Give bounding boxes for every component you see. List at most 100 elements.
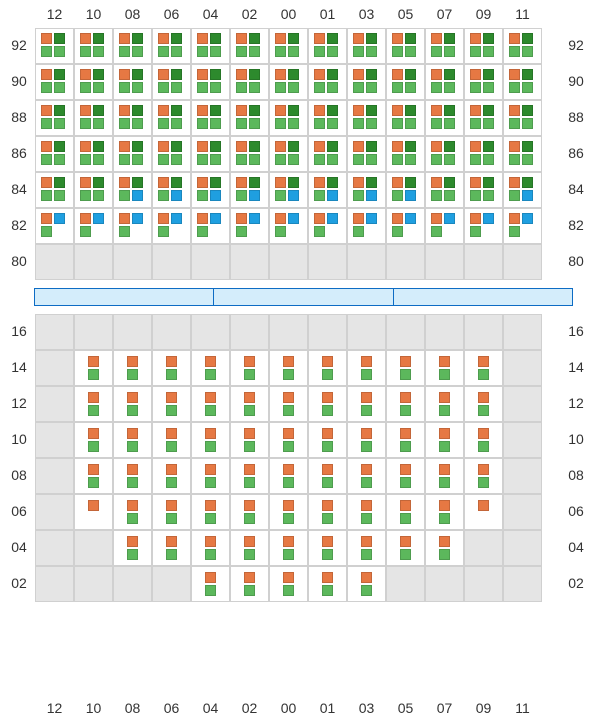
grid-cell[interactable]	[230, 494, 269, 530]
grid-cell[interactable]	[230, 28, 269, 64]
grid-cell[interactable]	[230, 566, 269, 602]
grid-cell[interactable]	[425, 458, 464, 494]
grid-cell[interactable]	[425, 386, 464, 422]
grid-cell[interactable]	[35, 28, 74, 64]
grid-cell[interactable]	[191, 458, 230, 494]
grid-cell[interactable]	[308, 28, 347, 64]
grid-cell[interactable]	[425, 530, 464, 566]
grid-cell[interactable]	[308, 100, 347, 136]
grid-cell[interactable]	[347, 530, 386, 566]
grid-cell[interactable]	[230, 172, 269, 208]
grid-cell[interactable]	[386, 350, 425, 386]
grid-cell[interactable]	[113, 458, 152, 494]
grid-cell[interactable]	[464, 386, 503, 422]
grid-cell[interactable]	[308, 494, 347, 530]
grid-cell[interactable]	[308, 458, 347, 494]
grid-cell[interactable]	[347, 64, 386, 100]
grid-cell[interactable]	[269, 566, 308, 602]
grid-cell[interactable]	[503, 172, 542, 208]
grid-cell[interactable]	[464, 494, 503, 530]
grid-cell[interactable]	[425, 422, 464, 458]
grid-cell[interactable]	[191, 136, 230, 172]
grid-cell[interactable]	[113, 28, 152, 64]
grid-cell[interactable]	[191, 566, 230, 602]
grid-cell[interactable]	[113, 208, 152, 244]
grid-cell[interactable]	[230, 458, 269, 494]
grid-cell[interactable]	[308, 422, 347, 458]
grid-cell[interactable]	[347, 172, 386, 208]
grid-cell[interactable]	[152, 208, 191, 244]
grid-cell[interactable]	[113, 136, 152, 172]
grid-cell[interactable]	[464, 64, 503, 100]
grid-cell[interactable]	[113, 386, 152, 422]
grid-cell[interactable]	[503, 100, 542, 136]
grid-cell[interactable]	[152, 350, 191, 386]
grid-cell[interactable]	[464, 100, 503, 136]
grid-cell[interactable]	[347, 350, 386, 386]
grid-cell[interactable]	[191, 386, 230, 422]
grid-cell[interactable]	[503, 208, 542, 244]
grid-cell[interactable]	[152, 172, 191, 208]
grid-cell[interactable]	[74, 172, 113, 208]
grid-cell[interactable]	[347, 28, 386, 64]
grid-cell[interactable]	[386, 100, 425, 136]
grid-cell[interactable]	[347, 566, 386, 602]
grid-cell[interactable]	[425, 172, 464, 208]
grid-cell[interactable]	[503, 28, 542, 64]
grid-cell[interactable]	[386, 494, 425, 530]
grid-cell[interactable]	[425, 208, 464, 244]
grid-cell[interactable]	[308, 64, 347, 100]
grid-cell[interactable]	[347, 386, 386, 422]
grid-cell[interactable]	[191, 208, 230, 244]
grid-cell[interactable]	[386, 422, 425, 458]
grid-cell[interactable]	[425, 136, 464, 172]
grid-cell[interactable]	[191, 100, 230, 136]
grid-cell[interactable]	[347, 136, 386, 172]
grid-cell[interactable]	[347, 100, 386, 136]
grid-cell[interactable]	[347, 422, 386, 458]
grid-cell[interactable]	[230, 136, 269, 172]
grid-cell[interactable]	[386, 136, 425, 172]
grid-cell[interactable]	[503, 136, 542, 172]
grid-cell[interactable]	[308, 172, 347, 208]
grid-cell[interactable]	[230, 422, 269, 458]
grid-cell[interactable]	[74, 64, 113, 100]
grid-cell[interactable]	[347, 208, 386, 244]
grid-cell[interactable]	[464, 208, 503, 244]
grid-cell[interactable]	[269, 172, 308, 208]
grid-cell[interactable]	[425, 64, 464, 100]
grid-cell[interactable]	[113, 64, 152, 100]
grid-cell[interactable]	[230, 64, 269, 100]
grid-cell[interactable]	[386, 28, 425, 64]
grid-cell[interactable]	[152, 64, 191, 100]
grid-cell[interactable]	[74, 28, 113, 64]
grid-cell[interactable]	[269, 208, 308, 244]
grid-cell[interactable]	[230, 530, 269, 566]
grid-cell[interactable]	[113, 530, 152, 566]
grid-cell[interactable]	[152, 28, 191, 64]
grid-cell[interactable]	[308, 566, 347, 602]
grid-cell[interactable]	[464, 28, 503, 64]
grid-cell[interactable]	[386, 386, 425, 422]
grid-cell[interactable]	[152, 530, 191, 566]
grid-cell[interactable]	[35, 136, 74, 172]
grid-cell[interactable]	[269, 64, 308, 100]
grid-cell[interactable]	[425, 494, 464, 530]
grid-cell[interactable]	[269, 458, 308, 494]
grid-cell[interactable]	[269, 494, 308, 530]
grid-cell[interactable]	[191, 494, 230, 530]
grid-cell[interactable]	[230, 208, 269, 244]
grid-cell[interactable]	[464, 350, 503, 386]
grid-cell[interactable]	[74, 494, 113, 530]
grid-cell[interactable]	[74, 386, 113, 422]
grid-cell[interactable]	[152, 458, 191, 494]
grid-cell[interactable]	[152, 422, 191, 458]
grid-cell[interactable]	[386, 64, 425, 100]
grid-cell[interactable]	[152, 386, 191, 422]
grid-cell[interactable]	[113, 100, 152, 136]
grid-cell[interactable]	[464, 172, 503, 208]
grid-cell[interactable]	[269, 100, 308, 136]
grid-cell[interactable]	[152, 494, 191, 530]
grid-cell[interactable]	[74, 422, 113, 458]
grid-cell[interactable]	[230, 100, 269, 136]
